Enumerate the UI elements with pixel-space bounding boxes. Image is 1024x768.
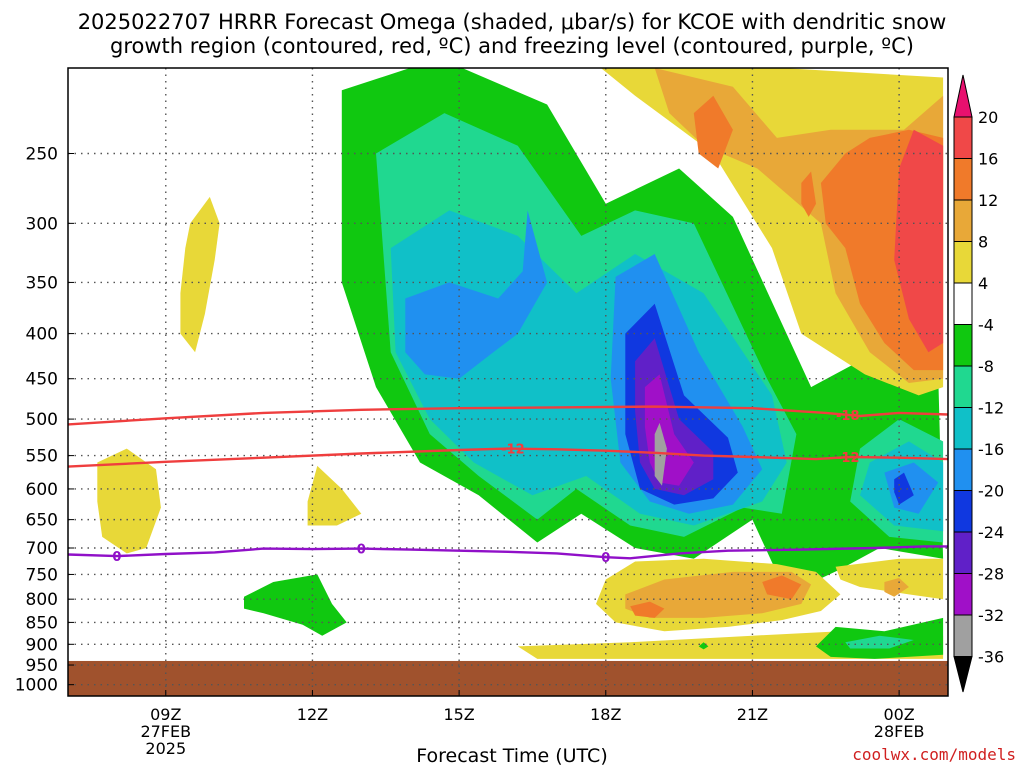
y-tick-label: 1000 bbox=[15, 676, 58, 696]
colorbar-label: 12 bbox=[978, 191, 998, 210]
x-tick-label: 21Z bbox=[737, 705, 768, 724]
y-tick-label: 300 bbox=[26, 214, 58, 234]
y-tick-label: 450 bbox=[26, 370, 58, 390]
y-tick-label: 700 bbox=[26, 539, 58, 559]
y-tick-label: 650 bbox=[26, 511, 58, 531]
omega-region-16 bbox=[693, 95, 733, 169]
colorbar-swatch-1 bbox=[953, 116, 973, 159]
omega-region-22 bbox=[244, 574, 347, 636]
omega-region-27 bbox=[762, 575, 802, 600]
contour-line-0 bbox=[68, 405, 948, 426]
colorbar-swatch-13 bbox=[953, 614, 973, 657]
x-tick-label: 15Z bbox=[443, 705, 474, 724]
x-tick-label: 2025 bbox=[145, 739, 186, 758]
colorbar-label: -32 bbox=[978, 606, 1004, 625]
omega-region-32 bbox=[698, 642, 709, 650]
contour-line-1 bbox=[68, 447, 948, 468]
omega-region-28 bbox=[630, 601, 665, 618]
ground-layer bbox=[68, 660, 948, 696]
credit-text: coolwx.com/models bbox=[852, 745, 1016, 764]
x-axis-title: Forecast Time (UTC) bbox=[416, 745, 608, 767]
colorbar-label: -16 bbox=[978, 440, 1004, 459]
omega-region-19 bbox=[180, 196, 220, 353]
x-tick-label: 28FEB bbox=[874, 722, 925, 741]
colorbar-label: -12 bbox=[978, 399, 1004, 418]
colorbar-label: -36 bbox=[978, 648, 1004, 667]
contour-label: 0 bbox=[357, 543, 366, 558]
omega-shading bbox=[97, 68, 944, 659]
omega-region-18 bbox=[894, 129, 944, 353]
colorbar-label: 4 bbox=[978, 274, 988, 293]
colorbar-label: -4 bbox=[978, 316, 994, 335]
y-tick-label: 550 bbox=[26, 447, 58, 467]
contour-label: -12 bbox=[836, 451, 860, 466]
omega-region-25 bbox=[835, 558, 944, 600]
y-tick-label: 400 bbox=[26, 325, 58, 345]
x-tick-label: 27FEB bbox=[140, 722, 191, 741]
omega-region-20 bbox=[97, 448, 161, 554]
colorbar-swatch-8 bbox=[953, 407, 973, 450]
colorbar: 20 16 12 8 4 -4 -8 -12 -16 -20 -24 -28 -32 -36 bbox=[953, 74, 1004, 693]
colorbar-label: 16 bbox=[978, 150, 998, 169]
colorbar-label: 20 bbox=[978, 108, 998, 127]
x-tick-label: 18Z bbox=[590, 705, 621, 724]
y-tick-label: 900 bbox=[26, 635, 58, 655]
colorbar-label: 8 bbox=[978, 233, 988, 252]
colorbar-label: -8 bbox=[978, 357, 994, 376]
colorbar-label: -20 bbox=[978, 482, 1004, 501]
colorbar-label: -24 bbox=[978, 523, 1004, 542]
contour-label: 0 bbox=[601, 551, 610, 566]
colorbar-swatch-6 bbox=[953, 324, 973, 367]
colorbar-arrow-top bbox=[953, 74, 973, 118]
contour-label: -18 bbox=[836, 409, 860, 424]
y-tick-label: 750 bbox=[26, 565, 58, 585]
chart-title: 2025022707 HRRR Forecast Omega (shaded, … bbox=[77, 10, 947, 58]
omega-region-9 bbox=[894, 472, 914, 505]
y-tick-label: 250 bbox=[26, 144, 58, 164]
contour-label: -12 bbox=[501, 443, 525, 458]
omega-region-17 bbox=[801, 171, 816, 217]
contour-line-3 bbox=[68, 545, 948, 560]
omega-region-31 bbox=[845, 635, 914, 649]
colorbar-swatch-2 bbox=[953, 158, 973, 201]
colorbar-swatch-7 bbox=[953, 365, 973, 408]
omega-region-21 bbox=[307, 465, 362, 526]
y-tick-label: 850 bbox=[26, 613, 58, 633]
x-tick-label: 12Z bbox=[297, 705, 328, 724]
colorbar-swatch-10 bbox=[953, 490, 973, 533]
y-tick-label: 950 bbox=[26, 656, 58, 676]
colorbar-swatch-3 bbox=[953, 199, 973, 242]
y-tick-label: 500 bbox=[26, 410, 58, 430]
colorbar-swatch-4 bbox=[953, 241, 973, 284]
y-tick-label: 350 bbox=[26, 273, 58, 293]
colorbar-swatch-12 bbox=[953, 573, 973, 616]
contour-label: 0 bbox=[112, 550, 121, 565]
colorbar-swatch-5 bbox=[953, 282, 973, 325]
x-tick-label: 09Z bbox=[150, 705, 181, 724]
colorbar-arrow-bottom bbox=[953, 656, 973, 693]
gridlines bbox=[68, 68, 948, 696]
x-tick-label: 00Z bbox=[883, 705, 914, 724]
ground-fill bbox=[68, 660, 948, 696]
y-tick-label: 800 bbox=[26, 590, 58, 610]
colorbar-swatch-11 bbox=[953, 531, 973, 574]
colorbar-swatch-9 bbox=[953, 448, 973, 491]
omega-region-5 bbox=[405, 210, 548, 379]
y-tick-label: 600 bbox=[26, 480, 58, 500]
contour-lines: -18 -12 -12 0 0 0 bbox=[68, 405, 948, 566]
plot-frame bbox=[67, 67, 949, 697]
omega-region-29 bbox=[884, 578, 909, 597]
y-axis: 2503003504004505005506006507007508008509… bbox=[15, 144, 74, 696]
colorbar-label: -28 bbox=[978, 565, 1004, 584]
